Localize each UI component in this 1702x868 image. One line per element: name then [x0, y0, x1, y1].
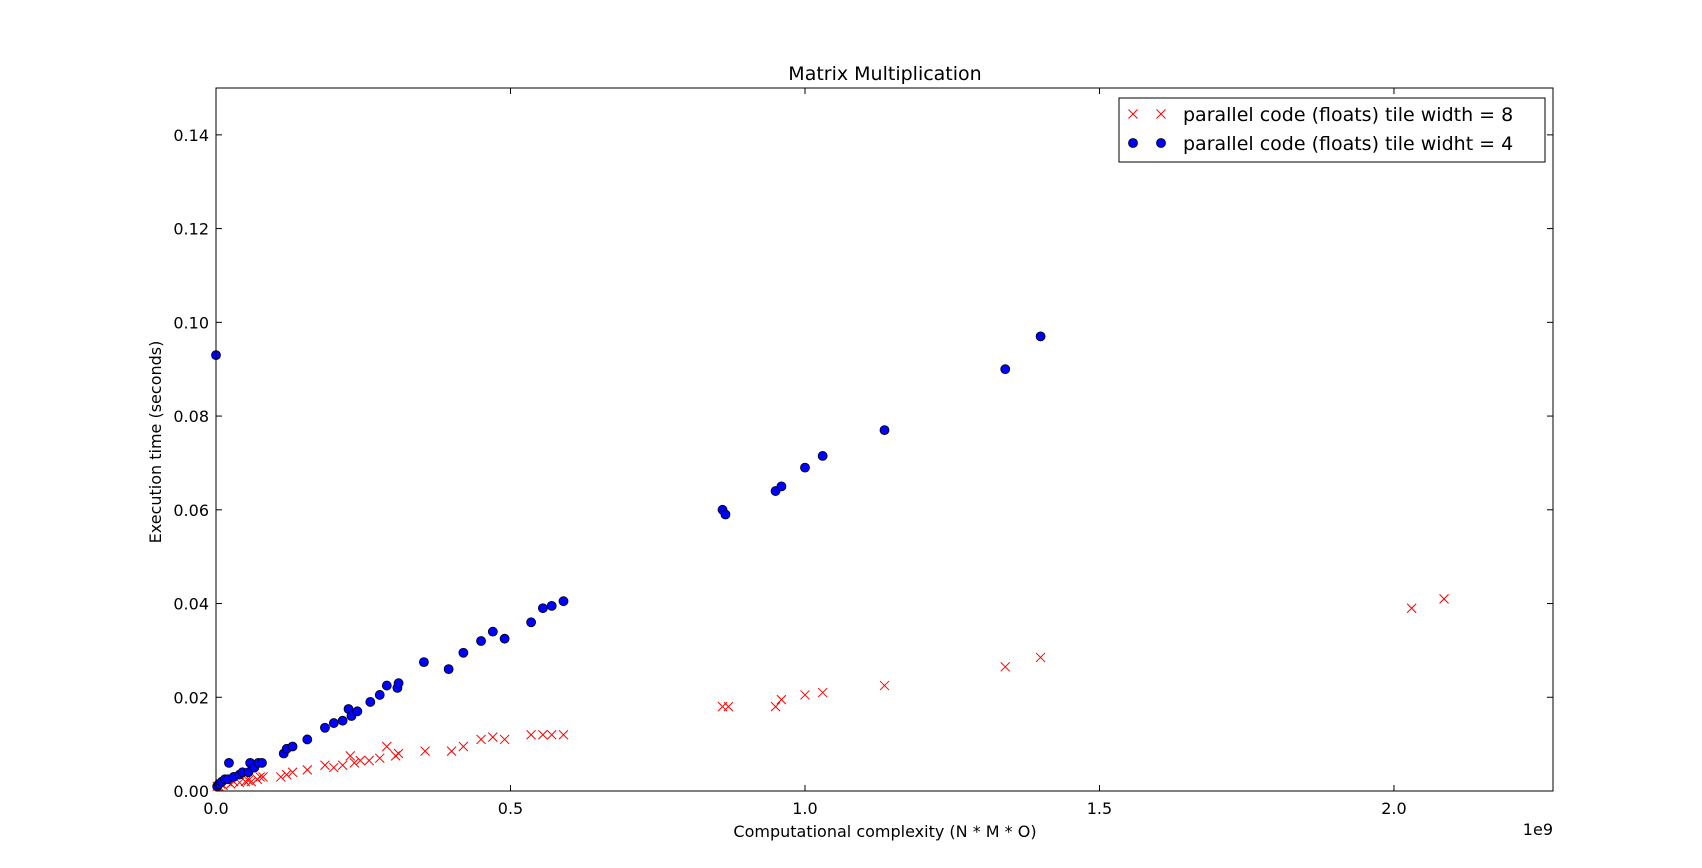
x-tick-label: 2.0 — [1381, 799, 1406, 818]
data-point — [817, 451, 828, 461]
data-point — [537, 603, 548, 614]
x-tick-label: 0.0 — [203, 799, 228, 818]
legend-marker — [1156, 138, 1166, 148]
data-point — [546, 729, 557, 740]
y-tick-label: 0.12 — [173, 220, 209, 239]
data-point — [720, 509, 731, 520]
y-tick-label: 0.10 — [173, 313, 209, 332]
data-point — [420, 746, 430, 757]
data-point — [355, 755, 366, 766]
data-point — [879, 680, 890, 691]
x-tick-label: 0.5 — [498, 799, 523, 818]
data-point — [538, 729, 548, 740]
data-point — [526, 729, 536, 740]
data-point — [302, 734, 313, 745]
axis-ticks: 0.0 0.5 1.0 1.5 2.0 0.00 0.02 0.04 0.06 0.08 0.10 0… — [173, 88, 1553, 818]
data-point — [243, 775, 254, 786]
plot-area-frame — [215, 87, 1554, 792]
data-point — [258, 772, 268, 782]
data-point — [723, 701, 734, 712]
data-point — [337, 760, 348, 771]
data-point — [393, 748, 404, 759]
data-point — [546, 600, 557, 611]
legend-entry: parallel code (floats) tile width = 8 — [1128, 104, 1513, 126]
data-point — [499, 633, 510, 644]
data-point — [487, 732, 498, 742]
data-point — [476, 636, 486, 646]
data-point — [224, 757, 234, 768]
data-point — [302, 765, 313, 775]
data-point — [255, 772, 266, 782]
data-point — [345, 750, 356, 761]
legend: parallel code (floats) tile width = 8 par… — [1118, 97, 1546, 163]
y-tick-label: 0.00 — [173, 782, 209, 801]
x-tick-label: 1.0 — [792, 799, 817, 818]
y-tick-label: 0.08 — [173, 407, 209, 426]
chart-title: Matrix Multiplication — [788, 63, 981, 85]
data-point — [1000, 661, 1011, 672]
data-point — [443, 664, 454, 675]
y-tick-label: 0.04 — [173, 595, 209, 614]
data-point — [320, 760, 330, 771]
data-point — [817, 687, 828, 698]
data-point — [879, 425, 890, 436]
data-point — [381, 741, 392, 752]
data-point — [287, 741, 298, 752]
legend-marker — [1156, 109, 1166, 119]
data-point — [800, 462, 810, 473]
series-2 — [211, 331, 1046, 792]
x-offset-label: 1e9 — [1523, 820, 1553, 839]
data-point — [275, 772, 286, 782]
data-point — [287, 767, 298, 778]
y-axis-label: Execution time (seconds) — [146, 341, 165, 544]
x-tick-label: 1.5 — [1087, 799, 1112, 818]
data-point — [1406, 603, 1417, 614]
data-point — [246, 776, 257, 787]
data-point — [776, 694, 787, 705]
legend-entry: parallel code (floats) tile widht = 4 — [1128, 133, 1513, 155]
data-points — [211, 331, 1449, 792]
data-point — [800, 690, 810, 700]
data-point — [349, 758, 360, 768]
legend-label: parallel code (floats) tile widht = 4 — [1183, 133, 1513, 155]
x-axis-label: Computational complexity (N * M * O) — [733, 822, 1036, 841]
data-point — [320, 722, 330, 733]
y-tick-label: 0.06 — [173, 501, 209, 520]
data-point — [1000, 364, 1011, 375]
y-tick-label: 0.02 — [173, 688, 209, 707]
data-point — [419, 657, 429, 668]
legend-label: parallel code (floats) tile width = 8 — [1183, 104, 1513, 126]
data-point — [374, 753, 385, 764]
data-point — [776, 481, 787, 492]
data-point — [337, 715, 348, 726]
data-point — [1035, 331, 1046, 342]
data-point — [476, 734, 486, 745]
data-point — [381, 680, 392, 691]
data-point — [458, 741, 469, 752]
data-point — [328, 762, 339, 773]
data-point — [1035, 652, 1046, 663]
data-point — [499, 734, 510, 745]
data-point — [365, 697, 376, 707]
data-point — [458, 647, 469, 658]
legend-marker — [1128, 138, 1138, 148]
data-point — [446, 746, 457, 757]
data-point — [487, 626, 498, 637]
y-tick-label: 0.14 — [173, 126, 209, 145]
data-point — [558, 596, 569, 607]
data-point — [328, 718, 339, 728]
data-point — [374, 690, 385, 700]
legend-marker — [1128, 109, 1138, 119]
legend-box — [1118, 97, 1546, 163]
data-point — [1439, 593, 1449, 604]
data-point — [770, 701, 781, 712]
data-point — [558, 729, 569, 740]
data-point — [281, 769, 292, 780]
data-point — [526, 617, 537, 628]
data-point — [393, 678, 404, 689]
data-point — [257, 757, 267, 768]
data-point — [364, 755, 374, 766]
data-point — [352, 706, 363, 717]
